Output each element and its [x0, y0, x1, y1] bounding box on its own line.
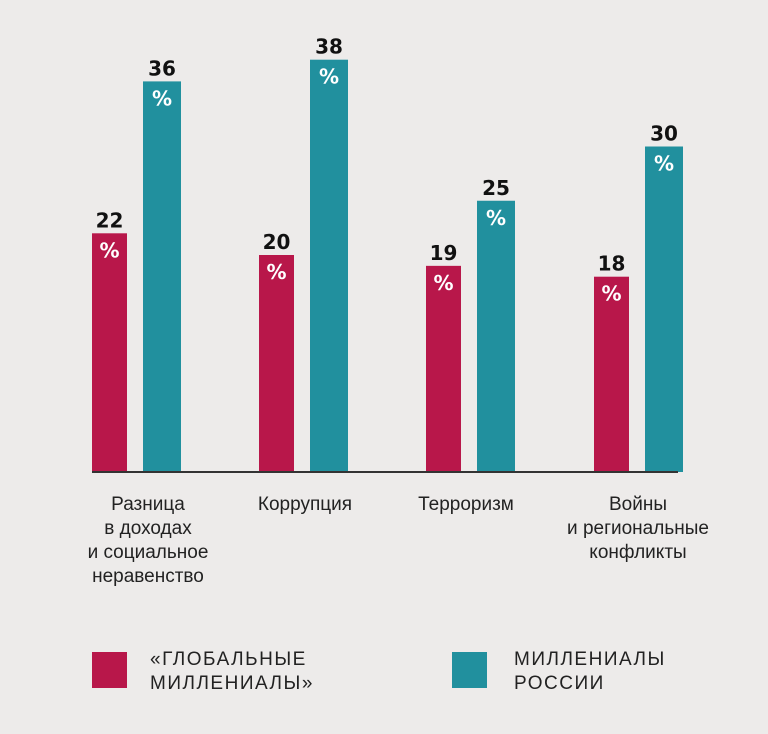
percent-label-0-0: %	[99, 238, 119, 262]
value-label-1-3: 30	[650, 122, 678, 146]
bar-russia-3	[645, 146, 683, 472]
value-label-1-1: 38	[315, 35, 343, 59]
value-label-0-1: 20	[263, 230, 291, 254]
percent-label-1-1: %	[319, 65, 339, 89]
bar-global-3	[594, 276, 629, 472]
percent-label-1-0: %	[152, 86, 172, 110]
bar-russia-1	[310, 59, 348, 472]
value-label-0-3: 18	[598, 252, 626, 276]
percent-label-0-1: %	[266, 260, 286, 284]
percent-label-0-2: %	[433, 271, 453, 295]
category-label-2: Терроризм	[418, 494, 514, 515]
percent-label-1-3: %	[654, 152, 674, 176]
bar-global-2	[426, 265, 461, 472]
legend-label-1: МИЛЛЕНИАЛЫ РОССИИ	[514, 649, 666, 694]
category-label-1: Коррупция	[258, 494, 352, 515]
bar-russia-0	[143, 81, 181, 473]
percent-label-1-2: %	[486, 206, 506, 230]
legend-label-0: «ГЛОБАЛЬНЫЕ МИЛЛЕНИАЛЫ»	[150, 649, 314, 694]
category-label-3: Войны и региональные конфликты	[567, 494, 709, 563]
bar-global-0	[92, 233, 127, 472]
category-label-0: Разница в доходах и социальное неравенство	[88, 494, 209, 587]
legend-swatch-0	[92, 652, 127, 688]
value-label-1-0: 36	[148, 56, 176, 80]
bar-russia-2	[477, 200, 515, 472]
percent-label-0-3: %	[601, 282, 621, 306]
bar-global-1	[259, 255, 294, 472]
value-label-0-2: 19	[430, 241, 458, 265]
value-label-1-2: 25	[482, 176, 510, 200]
legend-swatch-1	[452, 652, 487, 688]
value-label-0-0: 22	[96, 208, 124, 232]
